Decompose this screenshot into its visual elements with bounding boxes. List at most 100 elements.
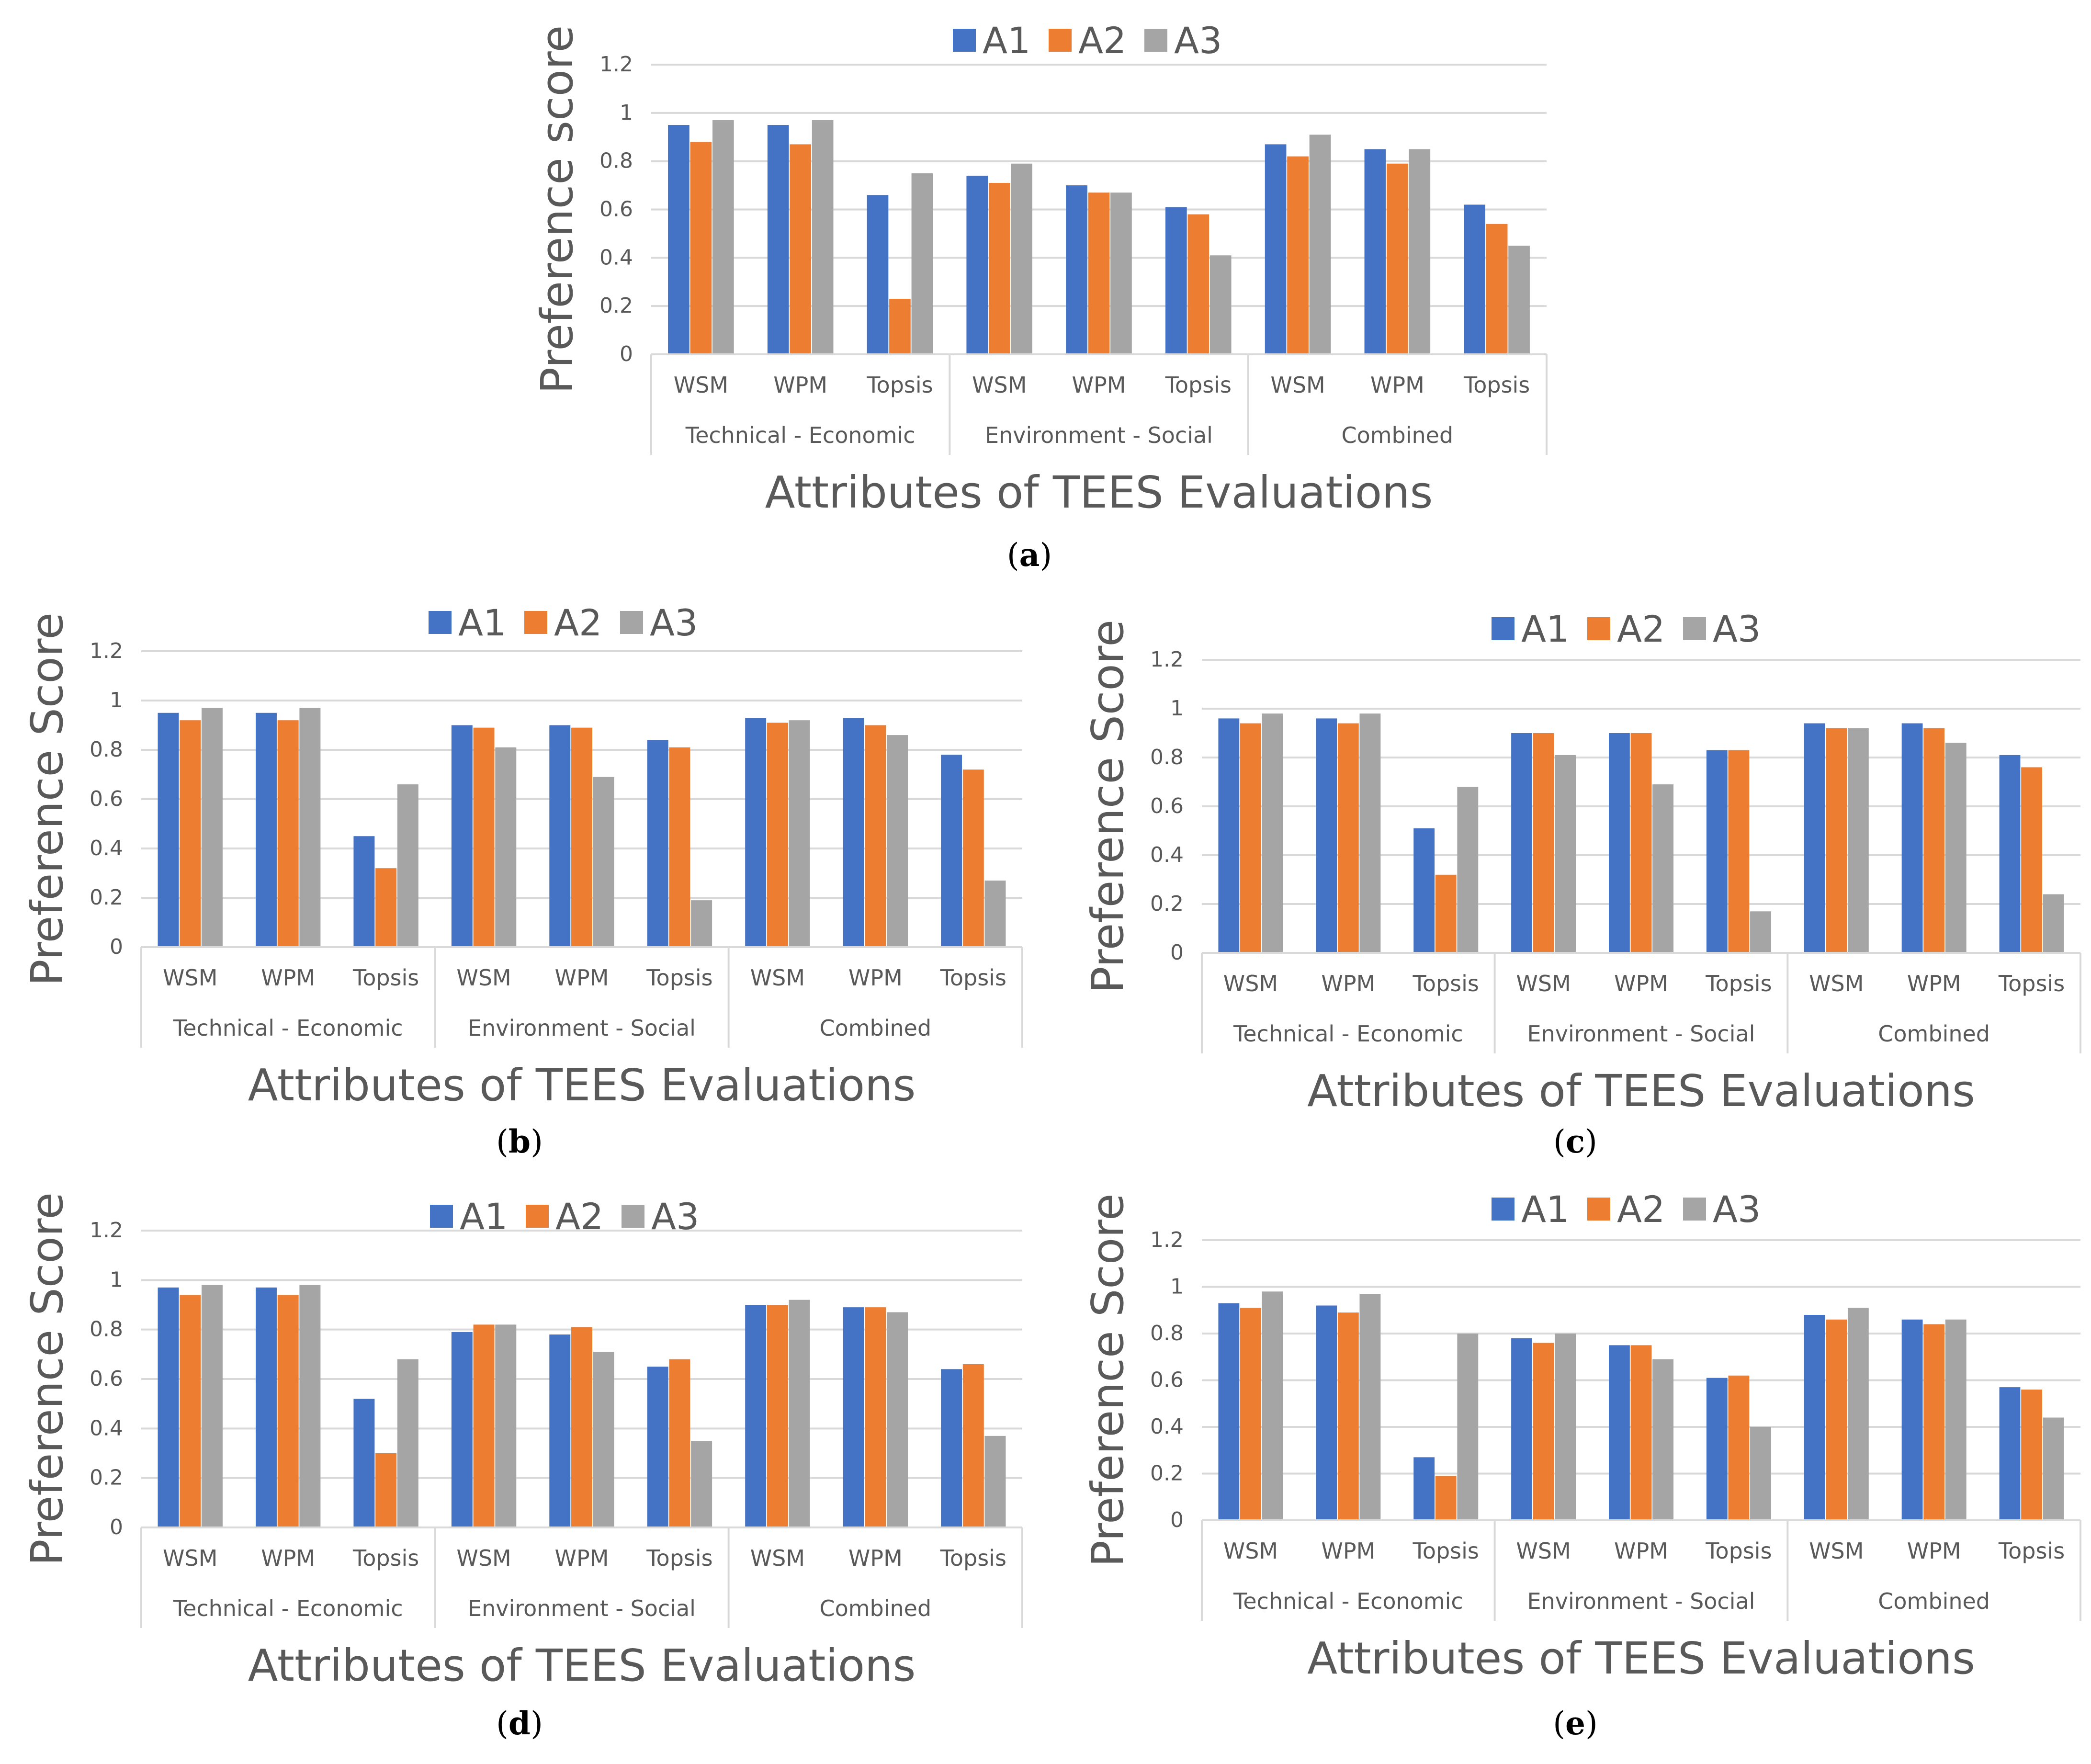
- x-tick-label: WSM: [1809, 1538, 1864, 1564]
- y-tick-label: 0.6: [1150, 794, 1184, 818]
- legend-swatch-A1: [1492, 617, 1515, 640]
- x-tick-label: Topsis: [1705, 1538, 1772, 1564]
- bar-A1-topsis: [353, 836, 375, 947]
- x-tick-label: WPM: [1321, 1538, 1375, 1564]
- x-tick-label: WSM: [1516, 1538, 1571, 1564]
- bar-A3-wsm: [1011, 163, 1033, 354]
- bar-A3-wpm: [1359, 1294, 1381, 1520]
- y-tick-label: 1.2: [1150, 1228, 1184, 1252]
- x-tick-label: WSM: [163, 965, 217, 991]
- x-tick-label: Topsis: [940, 1545, 1006, 1571]
- y-tick-label: 0.2: [599, 294, 633, 318]
- legend-swatch-A2: [524, 611, 547, 634]
- bar-A1-wpm: [1316, 718, 1337, 953]
- legend-swatch-A2: [1587, 1198, 1610, 1221]
- bar-A1-topsis: [1413, 1457, 1435, 1520]
- y-tick-label: 1.2: [1150, 647, 1184, 672]
- x-tick-label: WPM: [1072, 372, 1126, 398]
- bar-A3-topsis: [1457, 787, 1479, 953]
- caption-c-letter: c: [1565, 1123, 1585, 1160]
- x-axis-title: Attributes of TEES Evaluations: [765, 467, 1433, 518]
- group-label: Technical - Economic: [173, 1595, 403, 1621]
- x-tick-label: Topsis: [1413, 971, 1479, 996]
- x-tick-label: WSM: [674, 372, 728, 398]
- legend-swatch-A3: [1683, 617, 1706, 640]
- bar-A2-wpm: [1337, 723, 1359, 953]
- bar-A3-wsm: [789, 1300, 810, 1527]
- x-tick-label: WSM: [1270, 372, 1325, 398]
- y-tick-label: 0.4: [90, 1416, 123, 1440]
- x-tick-label: WSM: [456, 1545, 511, 1571]
- bar-A2-topsis: [1187, 214, 1209, 354]
- x-tick-label: Topsis: [646, 1545, 712, 1571]
- bar-A1-wsm: [158, 712, 179, 947]
- bar-A1-wsm: [745, 1305, 767, 1527]
- bar-A1-wpm: [255, 1287, 277, 1527]
- y-tick-label: 0.4: [1150, 1414, 1184, 1439]
- bar-A1-wsm: [1804, 1315, 1825, 1520]
- x-tick-label: Topsis: [1998, 1538, 2065, 1564]
- bar-A3-topsis: [984, 880, 1006, 947]
- x-tick-label: WSM: [163, 1545, 217, 1571]
- bar-A2-wsm: [180, 1295, 201, 1527]
- bar-A3-wsm: [789, 720, 810, 947]
- bar-A1-wsm: [451, 725, 473, 947]
- bar-A2-topsis: [2021, 1390, 2042, 1520]
- bar-A1-wpm: [767, 125, 789, 354]
- x-tick-label: Topsis: [1998, 971, 2065, 996]
- legend-label-A3: A3: [1713, 1188, 1761, 1231]
- x-tick-label: WPM: [773, 372, 827, 398]
- y-tick-label: 0.8: [1150, 1321, 1184, 1346]
- bar-A2-wpm: [1923, 1324, 1945, 1520]
- x-tick-label: Topsis: [1463, 372, 1530, 398]
- bar-A3-wpm: [1110, 192, 1132, 354]
- x-tick-label: WPM: [848, 965, 903, 991]
- group-label: Environment - Social: [1527, 1588, 1755, 1614]
- bar-A1-wsm: [745, 718, 767, 947]
- bar-A1-wpm: [1608, 733, 1630, 953]
- x-tick-label: WSM: [750, 1545, 805, 1571]
- bar-A2-topsis: [1728, 1375, 1750, 1520]
- bar-A3-wsm: [1262, 713, 1283, 953]
- bar-A3-topsis: [2043, 1417, 2064, 1520]
- x-tick-label: WPM: [1907, 971, 1961, 996]
- legend-label-A2: A2: [1078, 19, 1126, 62]
- chart-panel-c: 0 0.2 0.4 0.6 0.8 1 1.2 WSM WPM Topsis WSM WPM Topsi…: [1082, 608, 2081, 1117]
- legend-swatch-A2: [526, 1205, 549, 1228]
- y-tick-label: 0.2: [90, 1466, 123, 1490]
- group-label: Environment - Social: [1527, 1021, 1755, 1047]
- legend-label-A3: A3: [651, 1195, 699, 1238]
- bar-A1-wpm: [255, 712, 277, 947]
- x-tick-label: WPM: [1370, 372, 1424, 398]
- bar-A2-wpm: [277, 720, 299, 947]
- bar-A3-wsm: [201, 708, 223, 947]
- legend-swatch-A1: [1492, 1198, 1515, 1221]
- y-tick-label: 0.8: [90, 1317, 123, 1342]
- group-label: Environment - Social: [468, 1595, 696, 1621]
- y-axis-title: Preference Score: [1082, 620, 1133, 993]
- legend-swatch-A3: [1144, 29, 1167, 52]
- legend-label-A2: A2: [1617, 608, 1665, 650]
- bar-A1-topsis: [941, 1369, 962, 1527]
- bar-A2-wsm: [473, 727, 495, 947]
- bar-A3-wsm: [1555, 755, 1576, 953]
- legend-swatch-A1: [953, 29, 976, 52]
- bar-A1-wsm: [451, 1332, 473, 1527]
- bar-A2-wpm: [1337, 1312, 1359, 1520]
- bar-A3-wpm: [1359, 713, 1381, 953]
- bar-A2-wpm: [1923, 728, 1945, 953]
- bar-A2-wpm: [1630, 1345, 1652, 1520]
- x-tick-label: WPM: [555, 965, 609, 991]
- x-tick-label: WPM: [261, 1545, 315, 1571]
- legend-swatch-A1: [429, 611, 452, 634]
- group-label: Technical - Economic: [685, 422, 916, 448]
- bar-A2-topsis: [962, 769, 984, 947]
- legend-swatch-A1: [430, 1205, 453, 1228]
- bar-A1-wpm: [1316, 1305, 1337, 1520]
- y-tick-label: 1.2: [90, 1218, 123, 1243]
- y-axis-title: Preference Score: [22, 612, 73, 986]
- bar-A3-wpm: [1652, 1359, 1674, 1520]
- bar-A1-wpm: [1901, 1319, 1923, 1520]
- chart-panel-a: 0 0.2 0.4 0.6 0.8 1 1.2 WSM WPM Topsis WSM WPM Topsi…: [531, 19, 1548, 518]
